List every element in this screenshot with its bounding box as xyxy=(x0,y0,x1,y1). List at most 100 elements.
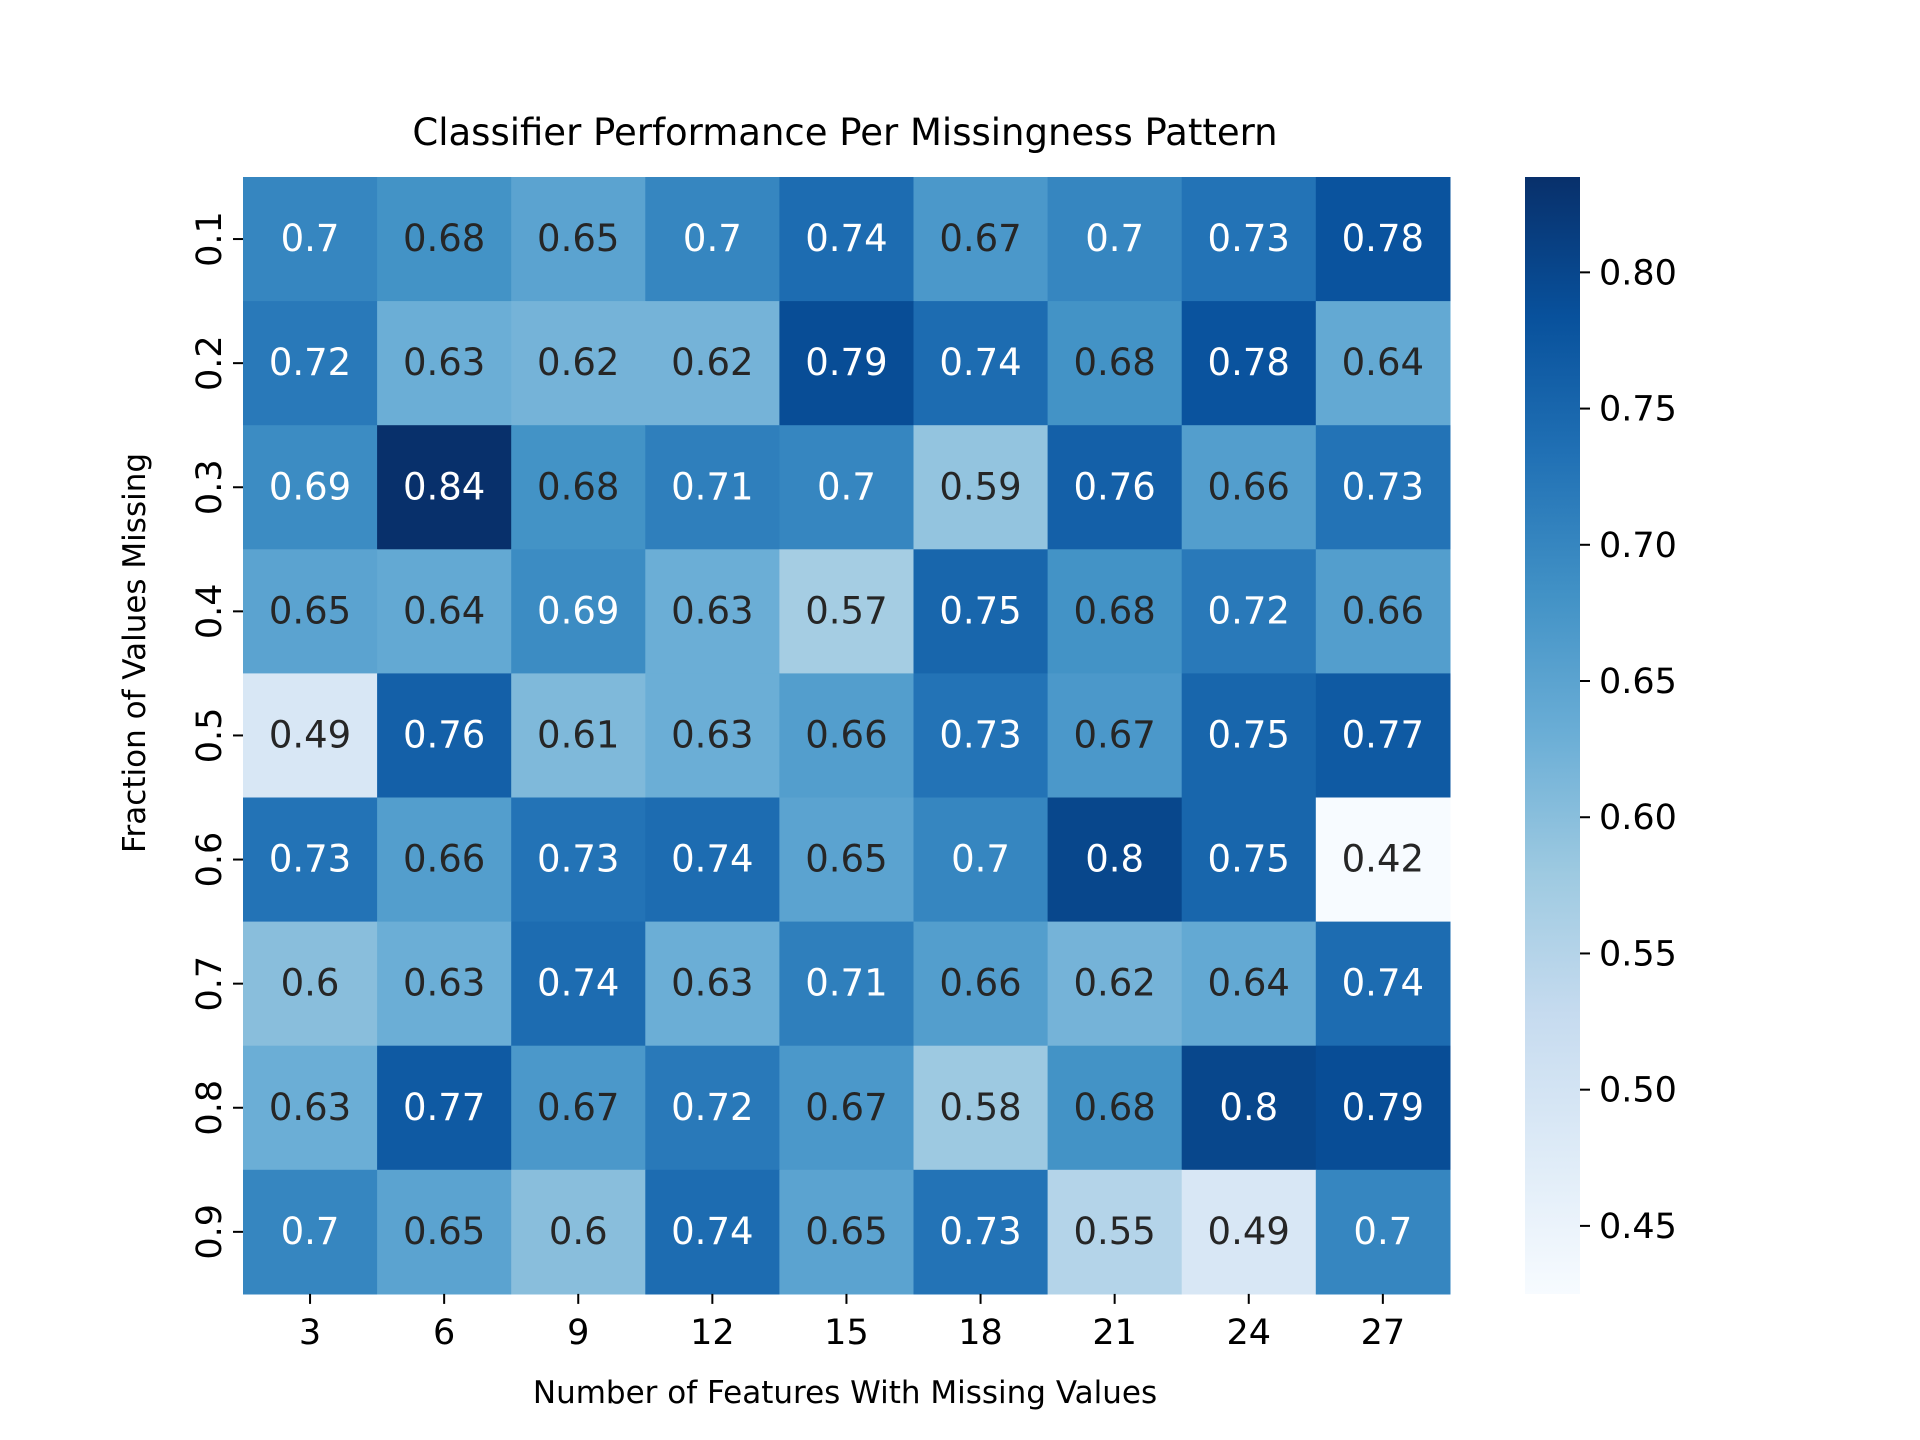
heatmap-cell xyxy=(913,177,1049,302)
cell-annotation: 0.7 xyxy=(951,838,1010,881)
colorbar-tick-label: 0.50 xyxy=(1599,1071,1677,1111)
cell-annotation: 0.77 xyxy=(1342,713,1424,756)
heatmap-cell xyxy=(1047,301,1183,426)
chart-title: Classifier Performance Per Missingness P… xyxy=(412,111,1277,154)
heatmap-cell xyxy=(243,921,378,1047)
cell-annotation: 0.68 xyxy=(1073,1086,1155,1129)
heatmap-cell xyxy=(779,549,915,674)
heatmap-cell xyxy=(1047,797,1183,923)
cell-annotation: 0.71 xyxy=(805,962,887,1005)
x-tick-label: 15 xyxy=(824,1313,869,1353)
heatmap-cell xyxy=(243,673,378,799)
y-tick-label: 0.5 xyxy=(190,708,230,764)
heatmap-cell xyxy=(1315,177,1451,302)
cell-annotation: 0.7 xyxy=(1085,217,1144,260)
cell-annotation: 0.65 xyxy=(269,589,351,632)
heatmap-cell xyxy=(913,797,1049,923)
cell-annotation: 0.71 xyxy=(671,465,753,508)
heatmap-cell xyxy=(511,425,646,550)
heatmap-cell xyxy=(377,301,512,426)
cell-annotation: 0.73 xyxy=(939,713,1021,756)
cell-annotation: 0.63 xyxy=(403,962,485,1005)
cell-annotation: 0.68 xyxy=(1073,589,1155,632)
cell-annotation: 0.78 xyxy=(1342,217,1424,260)
x-axis: 3 6 9 12 15 18 21 24 27 xyxy=(299,1293,1406,1353)
heatmap-cell xyxy=(1181,1169,1317,1295)
heatmap-cell xyxy=(1181,1045,1317,1171)
cell-annotation: 0.68 xyxy=(1073,341,1155,384)
heatmap-cell xyxy=(1181,921,1317,1047)
colorbar-tick-label: 0.80 xyxy=(1599,253,1677,293)
cell-annotation: 0.74 xyxy=(1342,962,1424,1005)
cell-annotation: 0.58 xyxy=(939,1086,1021,1129)
cell-annotation: 0.84 xyxy=(403,465,485,508)
heatmap-cell xyxy=(377,425,512,550)
heatmap-cell xyxy=(913,921,1049,1047)
cell-annotation: 0.7 xyxy=(281,1210,340,1253)
heatmap-cell xyxy=(1047,673,1183,799)
cell-annotation: 0.6 xyxy=(281,962,340,1005)
cell-annotation: 0.79 xyxy=(1342,1086,1424,1129)
heatmap-cell xyxy=(1315,549,1451,674)
heatmap-cell xyxy=(779,673,915,799)
y-tick-label: 0.4 xyxy=(190,584,230,640)
heatmap-cell xyxy=(1315,673,1451,799)
heatmap-cell xyxy=(1047,425,1183,550)
heatmap-cell xyxy=(1315,425,1451,550)
cell-annotation: 0.65 xyxy=(403,1210,485,1253)
x-tick-label: 12 xyxy=(690,1313,735,1353)
cell-annotation: 0.73 xyxy=(537,838,619,881)
heatmap-cells xyxy=(243,177,1451,1295)
heatmap-cell xyxy=(645,921,780,1047)
cell-annotation: 0.62 xyxy=(1073,962,1155,1005)
heatmap-cell xyxy=(377,921,512,1047)
colorbar-tick-label: 0.45 xyxy=(1599,1207,1677,1247)
heatmap-cell xyxy=(1315,921,1451,1047)
heatmap-cell xyxy=(511,549,646,674)
heatmap-cell xyxy=(511,673,646,799)
heatmap-cell xyxy=(779,301,915,426)
heatmap-cell xyxy=(1047,921,1183,1047)
heatmap-cell xyxy=(645,1045,780,1171)
cell-annotation: 0.7 xyxy=(1353,1210,1412,1253)
heatmap-cell xyxy=(1315,1169,1451,1295)
y-tick-label: 0.6 xyxy=(190,832,230,888)
cell-annotation: 0.73 xyxy=(269,838,351,881)
heatmap-cell xyxy=(913,549,1049,674)
heatmap-cell xyxy=(645,301,780,426)
x-axis-label: Number of Features With Missing Values xyxy=(533,1375,1157,1411)
cell-annotation: 0.66 xyxy=(805,713,887,756)
cell-annotation: 0.67 xyxy=(537,1086,619,1129)
cell-annotation: 0.65 xyxy=(805,838,887,881)
cell-annotation: 0.62 xyxy=(671,341,753,384)
cell-annotation: 0.7 xyxy=(683,217,742,260)
cell-annotation: 0.65 xyxy=(805,1210,887,1253)
heatmap-cell xyxy=(779,1169,915,1295)
x-tick-label: 27 xyxy=(1361,1313,1406,1353)
cell-annotation: 0.69 xyxy=(269,465,351,508)
x-tick-label: 18 xyxy=(958,1313,1003,1353)
cell-annotation: 0.73 xyxy=(939,1210,1021,1253)
colorbar-tick-label: 0.60 xyxy=(1599,798,1677,838)
heatmap-cell xyxy=(243,797,378,923)
cell-annotation: 0.6 xyxy=(549,1210,608,1253)
cell-annotation: 0.57 xyxy=(805,589,887,632)
cell-annotation: 0.69 xyxy=(537,589,619,632)
cell-annotation: 0.73 xyxy=(1208,217,1290,260)
y-tick-label: 0.3 xyxy=(190,459,230,515)
heatmap-cell xyxy=(1047,177,1183,302)
cell-annotation: 0.49 xyxy=(269,713,351,756)
cell-annotation: 0.74 xyxy=(805,217,887,260)
heatmap-cell xyxy=(779,797,915,923)
heatmap-cell xyxy=(779,425,915,550)
colorbar-tick-label: 0.55 xyxy=(1599,934,1677,974)
cell-annotation: 0.8 xyxy=(1219,1086,1278,1129)
cell-annotation: 0.61 xyxy=(537,713,619,756)
heatmap-cell xyxy=(511,921,646,1047)
cell-annotation: 0.75 xyxy=(939,589,1021,632)
cell-annotation: 0.77 xyxy=(403,1086,485,1129)
heatmap-cell xyxy=(1181,301,1317,426)
heatmap-cell xyxy=(645,797,780,923)
colorbar-tick-label: 0.70 xyxy=(1599,526,1677,566)
y-tick-label: 0.2 xyxy=(190,335,230,391)
